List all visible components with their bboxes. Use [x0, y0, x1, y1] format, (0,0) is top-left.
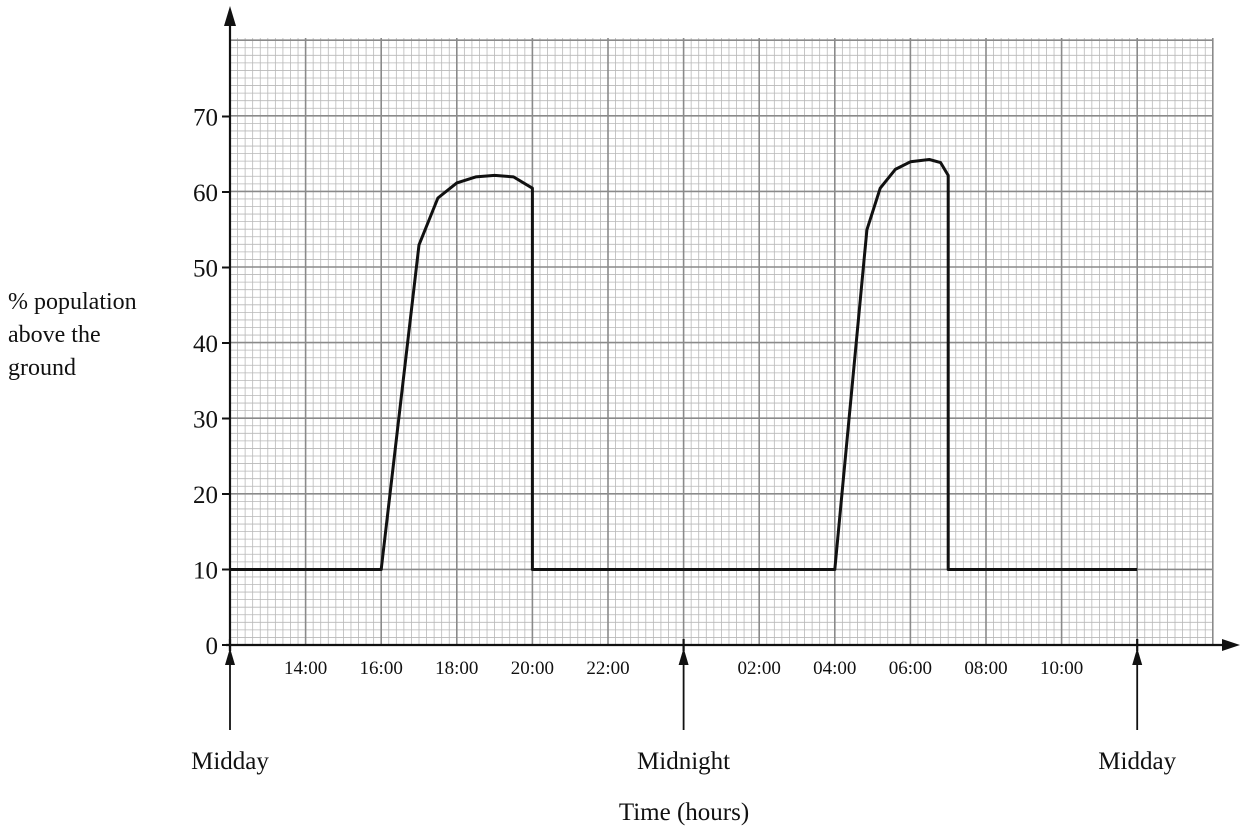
- y-tick-label: 70: [193, 105, 218, 132]
- marker-arrowhead: [225, 648, 235, 665]
- y-tick-label: 60: [193, 180, 218, 207]
- x-tick-label: 06:00: [889, 658, 932, 679]
- series-line: [230, 158, 1138, 571]
- axes: [224, 6, 1240, 651]
- y-tick-label: 40: [193, 331, 218, 358]
- x-tick-label: 08:00: [964, 658, 1007, 679]
- y-axis-label-line-1: % population: [8, 289, 137, 315]
- x-tick-label: 14:00: [284, 658, 327, 679]
- y-axis-arrowhead: [224, 6, 236, 26]
- x-axis-arrowhead: [1222, 639, 1240, 651]
- x-tick-labels: 14:00 16:00 18:00 20:00 22:00 02:00 04:00 06:00…: [284, 658, 1083, 679]
- x-tick-label: 22:00: [586, 658, 629, 679]
- x-tick-label: 10:00: [1040, 658, 1083, 679]
- y-tick-label: 10: [193, 558, 218, 585]
- y-tick-labels: 0 10 20 30 40 50 60 70: [193, 105, 230, 660]
- marker-arrowhead: [678, 648, 689, 665]
- time-markers: Midday Midnight Midday: [191, 639, 1177, 775]
- marker-arrowhead: [1132, 648, 1143, 665]
- x-tick-label: 20:00: [511, 658, 554, 679]
- x-axis-label: Time (hours): [619, 799, 749, 826]
- y-axis-label-line-2: above the: [8, 322, 101, 348]
- marker-label: Midday: [191, 748, 269, 775]
- marker-label: Midday: [1098, 748, 1176, 775]
- x-tick-label: 18:00: [435, 658, 478, 679]
- x-tick-label: 02:00: [738, 658, 781, 679]
- x-tick-label: 04:00: [813, 658, 856, 679]
- y-tick-label: 0: [206, 633, 219, 660]
- minor-gridlines: [230, 38, 1213, 645]
- y-axis-label-line-3: ground: [8, 355, 76, 381]
- y-tick-label: 20: [193, 482, 218, 509]
- marker-label: Midnight: [637, 748, 730, 775]
- y-tick-label: 50: [193, 256, 218, 283]
- x-tick-label: 16:00: [360, 658, 403, 679]
- y-tick-label: 30: [193, 407, 218, 434]
